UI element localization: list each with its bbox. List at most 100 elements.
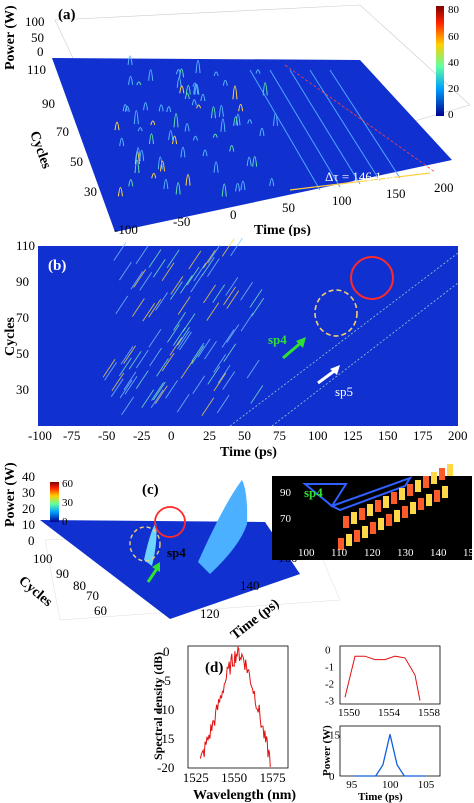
surface-peak: [175, 182, 181, 195]
annotation-delta-tau: Δτ = 146.1 ps: [325, 169, 396, 184]
panel-label-a: (a): [58, 7, 76, 23]
surface-peak: [196, 104, 202, 109]
surface-peak: [148, 69, 154, 81]
inset1-x-tick-2: 1558: [418, 707, 441, 719]
x-tick-6: 200: [434, 180, 454, 195]
z-tick-1: 30: [22, 485, 35, 500]
z-axis-label: Power (W): [3, 5, 18, 70]
heatmap-filament: [150, 389, 164, 409]
inset-x-label: Time (ps): [358, 791, 403, 803]
peak-group: [198, 480, 248, 574]
y-tick-2: 70: [56, 124, 69, 139]
heatmap-filament: [131, 298, 145, 317]
inset-pulse: [439, 468, 445, 480]
heatmap-filament: [152, 381, 166, 401]
surface-peak: [179, 85, 185, 94]
heatmap-filament: [197, 338, 211, 358]
cbar-tick-1: 30: [62, 497, 74, 509]
heatmap-filament: [165, 380, 178, 399]
surface-peak: [134, 159, 140, 174]
x-tick-8: 100: [308, 428, 328, 443]
heatmap-filament: [193, 262, 207, 282]
x-tick-9: 125: [343, 428, 363, 443]
cbar-tick-3: 20: [448, 83, 460, 95]
annotation-sp5: sp5: [335, 384, 353, 399]
panel-d: (d) Spectral density (dB) 0 -5 -10 -15 -20 1…: [0, 642, 474, 803]
inset1-y-tick-0: 0: [325, 644, 331, 656]
heatmap-filament: [212, 284, 226, 303]
heatmap-filament: [118, 357, 132, 377]
surface-peak: [195, 59, 201, 74]
heatmap-filament: [133, 269, 147, 288]
heatmap-filament: [111, 372, 125, 392]
y-tick-2: 70: [16, 310, 29, 325]
y-tick-1: 90: [56, 566, 69, 581]
surface-plane: [52, 58, 452, 232]
x-tick-1: -75: [63, 428, 80, 443]
inset-pulse: [434, 490, 440, 502]
x-tick-5: 150: [386, 186, 406, 201]
heatmap-filament: [135, 370, 149, 389]
y-tick-1: -5: [160, 673, 171, 688]
x-tick-10: 150: [378, 428, 398, 443]
heatmap-filament: [120, 346, 134, 365]
inset-sp4: sp4: [304, 485, 323, 500]
x-tick-12: 200: [448, 428, 468, 443]
y-tick-4: -20: [157, 760, 174, 775]
inset-pulse: [346, 534, 352, 546]
inset-y-label: Power (W): [321, 725, 333, 776]
inset-y-tick-1: 70: [280, 513, 292, 525]
spectrum-line: [199, 645, 271, 768]
surface-peak: [246, 156, 252, 167]
heatmap-filament: [201, 257, 215, 276]
surface-peak: [221, 183, 227, 197]
z-tick-2: 20: [22, 501, 35, 516]
x-tick-1: -50: [173, 214, 190, 229]
cbar-tick-4: 0: [448, 109, 454, 121]
heatmap-filament: [148, 299, 162, 318]
heatmap-filament: [190, 273, 204, 293]
surface-peak: [212, 133, 218, 138]
heatmap-filament: [177, 296, 191, 315]
surface-peak: [133, 110, 139, 125]
z-tick-2: 0: [37, 44, 44, 59]
heatmap-filament: [172, 327, 186, 346]
heatmap-filament: [204, 340, 217, 360]
inset1-y-tick-2: -2: [325, 679, 334, 691]
heatmap-filament: [221, 238, 235, 257]
heatmap-filament: [102, 359, 116, 378]
heatmap-filament: [217, 364, 231, 384]
surface-trace: [289, 69, 361, 185]
inset-y-tick-0: 90: [280, 487, 292, 499]
heatmap-filament: [141, 389, 155, 408]
heatmap-filament: [213, 354, 227, 373]
surface-peak: [128, 179, 134, 187]
inset-pulse: [343, 516, 349, 528]
heatmap-filament: [135, 245, 149, 265]
cbar-tick-2: 40: [448, 57, 460, 69]
surface-peak: [124, 105, 130, 112]
surface-trace: [269, 69, 341, 188]
surface-peak: [135, 147, 141, 162]
surface-peak: [191, 99, 197, 106]
surface-peak: [166, 106, 172, 113]
panel-b-svg: sp4 sp5 (b) Cycles 110 90 70 50 30 -100 -75 -5…: [3, 238, 468, 460]
heatmap-filament: [177, 326, 190, 346]
surface-peak: [168, 130, 174, 140]
x-tick-2: 0: [230, 207, 237, 222]
z-tick-1: 50: [31, 30, 44, 45]
cbar-tick-0: 60: [62, 478, 74, 490]
surface-trace: [249, 69, 321, 191]
heatmap-filament: [188, 250, 202, 270]
inset-x-tick-0: 100: [298, 547, 315, 559]
inset-pulse: [431, 472, 437, 484]
y-tick-4: 30: [16, 382, 29, 397]
x-tick-0: -100: [28, 428, 52, 443]
inset-pulse: [415, 480, 421, 492]
inset2-x-tick-0: 95: [346, 779, 358, 791]
surface-peak: [119, 137, 125, 147]
surface-peak: [269, 177, 275, 187]
y-tick-4: 30: [84, 184, 97, 199]
panel-c-inset: sp4 90 70 100 110 120 130 140 150: [272, 464, 474, 560]
inset-pulse: [370, 522, 376, 534]
